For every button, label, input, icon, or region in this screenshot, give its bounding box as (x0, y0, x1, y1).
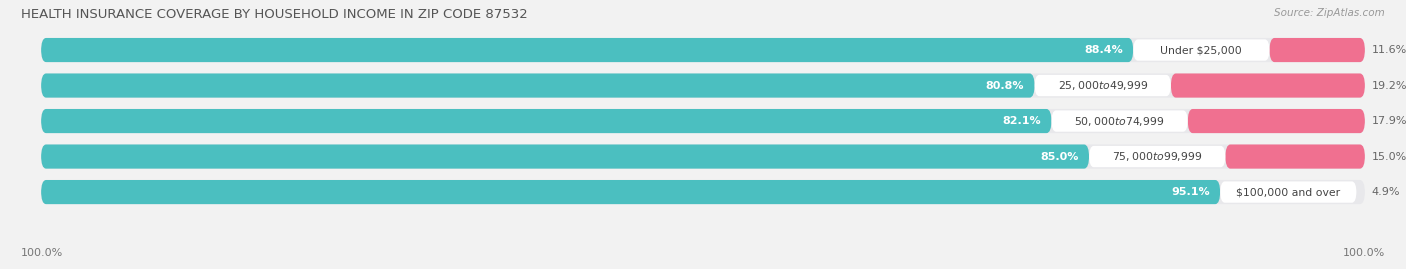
Text: 17.9%: 17.9% (1371, 116, 1406, 126)
FancyBboxPatch shape (41, 144, 1090, 169)
Text: 11.6%: 11.6% (1371, 45, 1406, 55)
FancyBboxPatch shape (1133, 39, 1270, 61)
FancyBboxPatch shape (41, 144, 1365, 169)
FancyBboxPatch shape (41, 38, 1365, 62)
Text: 15.0%: 15.0% (1371, 151, 1406, 162)
FancyBboxPatch shape (41, 180, 1220, 204)
Text: 4.9%: 4.9% (1371, 187, 1400, 197)
FancyBboxPatch shape (41, 109, 1052, 133)
FancyBboxPatch shape (41, 109, 1365, 133)
Text: 85.0%: 85.0% (1040, 151, 1078, 162)
FancyBboxPatch shape (1220, 181, 1357, 203)
Text: 100.0%: 100.0% (21, 248, 63, 258)
Text: 19.2%: 19.2% (1371, 80, 1406, 91)
Text: 100.0%: 100.0% (1343, 248, 1385, 258)
Text: 80.8%: 80.8% (986, 80, 1024, 91)
Text: $50,000 to $74,999: $50,000 to $74,999 (1074, 115, 1164, 128)
FancyBboxPatch shape (1171, 73, 1365, 98)
Text: $25,000 to $49,999: $25,000 to $49,999 (1057, 79, 1147, 92)
FancyBboxPatch shape (1270, 38, 1365, 62)
FancyBboxPatch shape (1090, 146, 1226, 167)
FancyBboxPatch shape (1052, 110, 1188, 132)
Text: $75,000 to $99,999: $75,000 to $99,999 (1112, 150, 1202, 163)
Text: 88.4%: 88.4% (1084, 45, 1123, 55)
FancyBboxPatch shape (1188, 109, 1365, 133)
Text: 82.1%: 82.1% (1002, 116, 1040, 126)
FancyBboxPatch shape (41, 73, 1365, 98)
Text: 95.1%: 95.1% (1171, 187, 1209, 197)
FancyBboxPatch shape (41, 38, 1133, 62)
Text: $100,000 and over: $100,000 and over (1236, 187, 1340, 197)
FancyBboxPatch shape (41, 180, 1365, 204)
Text: Under $25,000: Under $25,000 (1160, 45, 1243, 55)
FancyBboxPatch shape (1035, 75, 1171, 96)
FancyBboxPatch shape (41, 73, 1035, 98)
FancyBboxPatch shape (1226, 144, 1365, 169)
Text: HEALTH INSURANCE COVERAGE BY HOUSEHOLD INCOME IN ZIP CODE 87532: HEALTH INSURANCE COVERAGE BY HOUSEHOLD I… (21, 8, 527, 21)
Text: Source: ZipAtlas.com: Source: ZipAtlas.com (1274, 8, 1385, 18)
